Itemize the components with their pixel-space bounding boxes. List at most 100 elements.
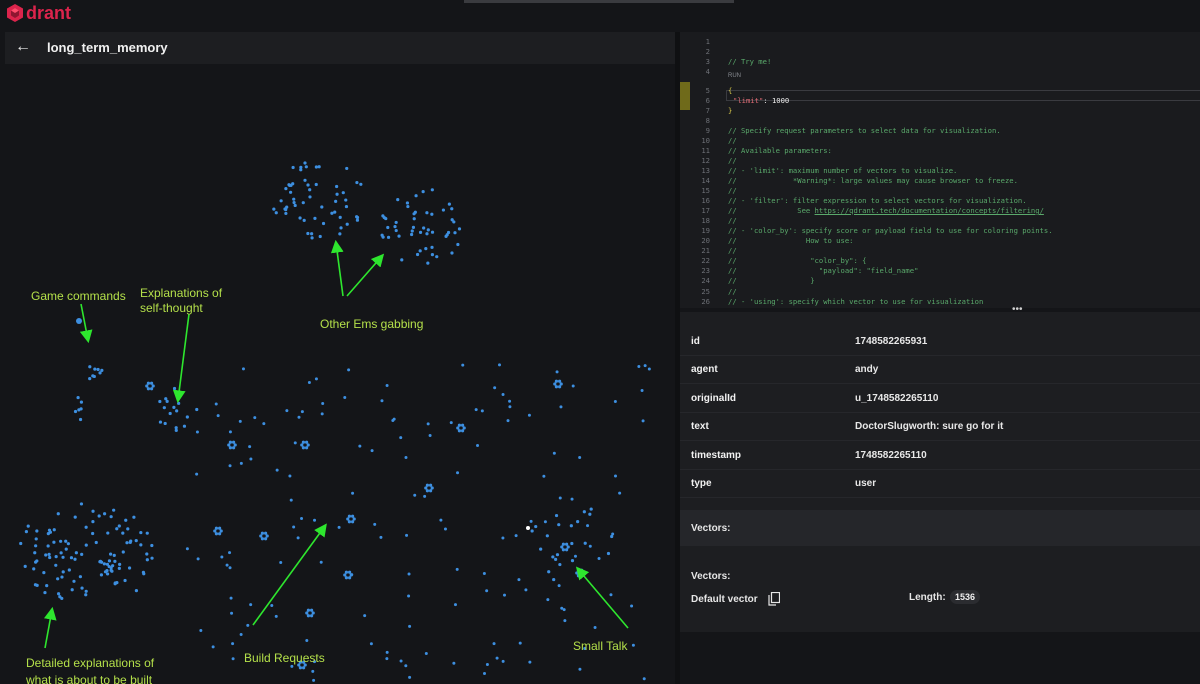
vector-point[interactable] [285, 205, 289, 209]
vector-point[interactable] [67, 568, 71, 572]
vector-point[interactable] [264, 537, 268, 541]
vector-point[interactable] [77, 408, 81, 412]
vector-point[interactable] [582, 510, 586, 514]
vector-point[interactable] [461, 363, 465, 367]
vector-point[interactable] [314, 182, 318, 187]
vector-point[interactable] [588, 512, 592, 516]
vector-point[interactable] [570, 559, 575, 563]
vector-point[interactable] [534, 524, 538, 529]
vector-point[interactable] [291, 182, 295, 186]
vector-point[interactable] [292, 525, 296, 529]
vector-point[interactable] [386, 235, 391, 239]
vector-point[interactable] [339, 226, 343, 230]
vector-point[interactable] [44, 553, 48, 557]
vector-point[interactable] [410, 232, 414, 237]
vector-point[interactable] [150, 543, 154, 548]
vector-point[interactable] [526, 526, 530, 530]
vector-point[interactable] [310, 232, 314, 236]
vector-point[interactable] [498, 363, 502, 367]
vector-point[interactable] [482, 672, 486, 676]
vector-point[interactable] [385, 657, 389, 661]
vector-point[interactable] [450, 251, 454, 255]
points-layer[interactable] [19, 161, 651, 682]
vector-point[interactable] [80, 552, 84, 556]
vector-point[interactable] [347, 514, 351, 518]
vector-point[interactable] [334, 199, 338, 204]
vector-point[interactable] [88, 377, 92, 381]
vector-point[interactable] [421, 190, 425, 194]
vector-point[interactable] [558, 385, 562, 389]
vector-point[interactable] [52, 528, 56, 532]
vector-point[interactable] [35, 559, 39, 563]
vector-point[interactable] [96, 367, 100, 372]
vector-point[interactable] [647, 367, 651, 371]
vector-point[interactable] [303, 178, 307, 182]
vector-point[interactable] [79, 400, 84, 404]
vector-point[interactable] [406, 204, 410, 209]
vector-point[interactable] [24, 530, 28, 534]
vector-point[interactable] [456, 426, 460, 430]
vector-point[interactable] [514, 534, 518, 538]
vector-point[interactable] [299, 165, 303, 170]
vector-point[interactable] [228, 551, 232, 555]
vector-point[interactable] [539, 547, 543, 551]
vector-point[interactable] [399, 436, 403, 440]
vector-point[interactable] [351, 514, 355, 518]
vector-point[interactable] [317, 165, 321, 169]
vector-point[interactable] [174, 428, 178, 432]
vector-point[interactable] [485, 663, 489, 667]
vector-point[interactable] [303, 663, 307, 667]
vector-point[interactable] [335, 184, 339, 189]
vector-point[interactable] [319, 560, 323, 564]
vector-point[interactable] [351, 520, 355, 524]
vector-point[interactable] [79, 502, 84, 506]
vector-point[interactable] [495, 656, 499, 660]
vector-point[interactable] [425, 232, 429, 236]
vector-point[interactable] [98, 559, 103, 563]
vector-point[interactable] [231, 642, 235, 646]
vector-point[interactable] [195, 407, 199, 412]
vector-point[interactable] [163, 421, 167, 426]
vector-point[interactable] [230, 611, 234, 615]
vector-point[interactable] [618, 491, 622, 495]
vector-point[interactable] [305, 638, 309, 642]
vector-point[interactable] [578, 456, 582, 460]
vector-point[interactable] [457, 423, 461, 427]
vector-point[interactable] [393, 225, 397, 229]
vector-point[interactable] [493, 386, 497, 390]
vector-point[interactable] [218, 532, 222, 536]
vector-point[interactable] [578, 667, 582, 671]
vector-point[interactable] [453, 603, 457, 607]
vector-point[interactable] [199, 629, 203, 633]
docs-link[interactable]: https://qdrant.tech/documentation/concep… [814, 206, 1044, 215]
vector-point[interactable] [413, 210, 417, 214]
vector-point[interactable] [46, 544, 50, 548]
vector-point[interactable] [172, 405, 176, 410]
vector-point[interactable] [231, 657, 235, 661]
vector-point[interactable] [292, 197, 296, 201]
vector-point[interactable] [158, 420, 163, 424]
vector-point[interactable] [64, 547, 68, 551]
vector-point[interactable] [310, 236, 314, 240]
vector-point[interactable] [450, 207, 454, 211]
vector-point[interactable] [312, 660, 316, 664]
vector-point[interactable] [527, 413, 531, 417]
vector-point[interactable] [219, 529, 223, 533]
vector-point[interactable] [54, 554, 58, 559]
vector-point[interactable] [185, 415, 189, 419]
vector-point[interactable] [109, 515, 113, 519]
vector-point[interactable] [613, 400, 617, 404]
vector-point[interactable] [288, 474, 292, 478]
vector-point[interactable] [60, 596, 64, 601]
vector-point[interactable] [285, 409, 289, 413]
vector-point[interactable] [589, 507, 593, 511]
vector-point[interactable] [305, 440, 309, 444]
vector-point[interactable] [571, 384, 575, 388]
vector-point[interactable] [341, 191, 345, 195]
vector-point[interactable] [554, 513, 559, 518]
vector-point[interactable] [32, 567, 36, 571]
vector-point[interactable] [306, 443, 310, 447]
vector-point[interactable] [109, 552, 113, 556]
vector-point[interactable] [302, 218, 306, 223]
vector-point[interactable] [352, 517, 356, 521]
